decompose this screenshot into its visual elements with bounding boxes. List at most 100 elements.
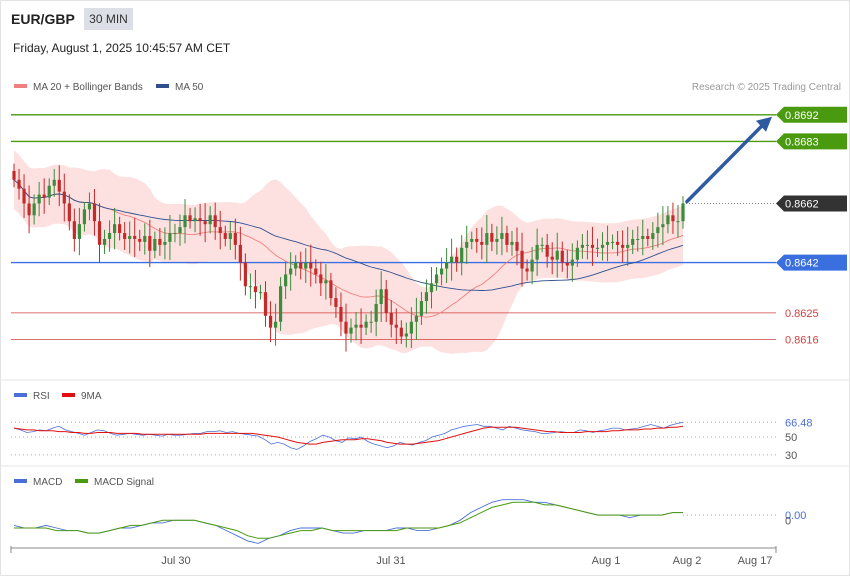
candle-body-83	[429, 283, 434, 293]
candle-body-44	[233, 233, 237, 245]
candle-body-75	[389, 312, 393, 325]
ma50-legend-swatch	[156, 84, 169, 88]
candle-body-25	[138, 238, 142, 242]
candle-24	[133, 217, 137, 257]
candle-body-35	[188, 215, 192, 222]
candle-body-84	[434, 274, 439, 284]
candle-29	[158, 228, 162, 256]
candle-body-122	[626, 244, 630, 248]
candle-body-51	[268, 315, 273, 328]
candle-92	[475, 228, 479, 253]
candle-15	[87, 192, 92, 221]
level-label-0.8662: 0.8662	[785, 198, 819, 210]
candle-131	[671, 202, 675, 234]
candle-body-37	[198, 218, 202, 222]
candle-33	[178, 214, 182, 246]
credit-label: Research © 2025 Trading Central	[692, 82, 841, 93]
candle-106	[545, 233, 549, 268]
candle-body-108	[555, 250, 559, 260]
candle-85	[439, 257, 444, 286]
candle-64	[334, 287, 338, 318]
candle-47	[248, 273, 253, 299]
candle-body-100	[515, 241, 519, 251]
candle-body-68	[354, 324, 358, 328]
rsi-legend-label: RSI	[33, 391, 50, 402]
candle-18	[102, 229, 107, 255]
timeframe-badge[interactable]: 30 MIN	[84, 8, 133, 30]
candle-68	[354, 311, 358, 341]
candle-46	[243, 253, 247, 296]
candle-63	[329, 272, 333, 306]
macd-tick-0: 0.00	[785, 510, 806, 522]
candle-body-59	[309, 262, 313, 269]
candle-body-76	[394, 324, 398, 328]
candle-54	[284, 261, 288, 299]
candle-body-22	[123, 233, 127, 239]
candle-0	[12, 163, 16, 188]
candle-body-26	[143, 236, 147, 242]
candle-118	[605, 225, 610, 262]
candle-body-61	[319, 274, 323, 284]
candle-32	[173, 223, 177, 243]
candle-80	[414, 297, 419, 340]
candle-body-8	[52, 179, 56, 186]
candle-8	[52, 168, 56, 197]
candle-122	[626, 226, 630, 266]
time-axis-label-4: Aug 17	[738, 555, 773, 567]
candle-103	[530, 246, 534, 285]
candle-body-18	[102, 238, 107, 245]
level-label-0.8683: 0.8683	[785, 136, 819, 148]
candle-body-4	[32, 203, 36, 216]
candle-70	[364, 314, 368, 336]
candle-19	[107, 220, 112, 252]
moving-average-layer	[13, 179, 684, 318]
candle-body-81	[419, 301, 424, 316]
candle-body-40	[213, 215, 217, 228]
symbol-title: EUR/GBP	[11, 11, 75, 27]
forecast-arrow-shaft	[685, 122, 766, 204]
macd-signal-line	[14, 501, 683, 539]
macd-legend-label: MACD	[33, 477, 62, 488]
candle-7	[47, 178, 51, 205]
candle-2	[22, 174, 26, 218]
candle-31	[168, 215, 172, 260]
candle-body-73	[379, 289, 383, 304]
candle-body-34	[183, 215, 187, 228]
candle-12	[72, 208, 76, 252]
candle-body-110	[565, 262, 569, 266]
candle-5	[37, 181, 41, 217]
candle-77	[399, 320, 403, 344]
candle-115	[590, 226, 595, 266]
candle-28	[153, 231, 157, 259]
candle-87	[450, 238, 454, 281]
candle-43	[228, 222, 232, 250]
candle-101	[520, 232, 524, 287]
candle-body-114	[585, 244, 590, 246]
candle-113	[580, 233, 584, 259]
macd-signal-legend-label: MACD Signal	[94, 477, 154, 488]
candle-body-107	[550, 256, 554, 260]
candle-body-16	[92, 203, 97, 222]
candle-body-57	[299, 262, 303, 269]
candle-133	[681, 196, 685, 229]
candle-body-93	[480, 241, 484, 245]
candle-body-41	[218, 227, 222, 234]
candle-67	[349, 318, 353, 343]
candle-body-54	[284, 274, 288, 287]
candle-body-125	[641, 236, 645, 239]
candle-93	[480, 227, 484, 260]
candle-body-97	[500, 233, 504, 239]
candle-body-27	[148, 236, 152, 251]
candle-130	[666, 206, 670, 234]
candle-60	[314, 259, 318, 284]
candle-body-33	[178, 227, 182, 234]
time-axis-label-2: Aug 1	[592, 555, 621, 567]
rsi-layer: 66.48 50 30	[11, 417, 813, 462]
candle-body-116	[595, 247, 600, 249]
candle-body-50	[263, 292, 268, 316]
candle-100	[515, 227, 519, 266]
rsi-tick-66.48: 66.48	[785, 417, 813, 429]
candle-body-48	[253, 286, 258, 293]
candle-body-104	[535, 244, 539, 260]
level-label-0.8616: 0.8616	[785, 334, 819, 346]
